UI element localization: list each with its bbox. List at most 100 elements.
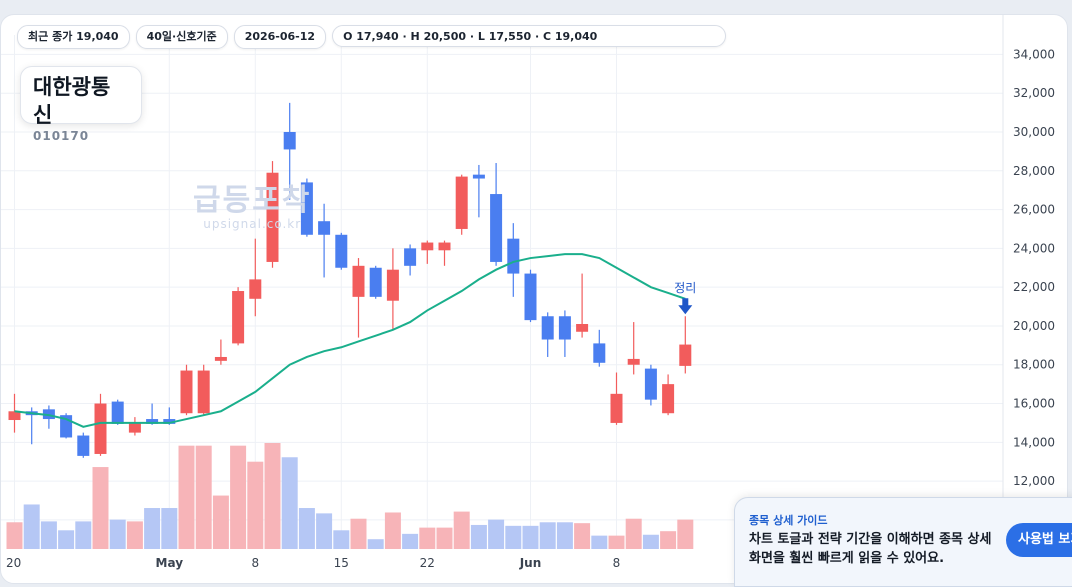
volume-bar	[298, 508, 315, 549]
guide-button[interactable]: 사용법 보기	[1006, 523, 1072, 557]
volume-bar	[144, 508, 161, 549]
candle	[558, 310, 571, 357]
y-tick-label: 20,000	[1013, 319, 1055, 333]
candle-body	[679, 344, 692, 366]
candle	[128, 417, 141, 436]
candle	[610, 372, 623, 425]
candle	[111, 399, 124, 425]
candle	[300, 178, 313, 237]
y-tick-label: 32,000	[1013, 86, 1055, 100]
candle-body	[180, 370, 193, 414]
last-close-pill: 최근 종가 19,040	[17, 25, 130, 49]
candle	[576, 273, 589, 338]
candle-body	[8, 411, 21, 421]
volume-bar	[350, 518, 367, 549]
candle	[472, 164, 485, 218]
volume-bar	[333, 530, 350, 549]
candle-body	[610, 393, 623, 423]
guide-panel: 종목 상세 가이드 차트 토글과 전략 기간을 이해하면 종목 상세 화면을 훨…	[734, 497, 1072, 587]
candle-body	[576, 324, 589, 332]
candle	[283, 102, 296, 200]
volume-bar	[384, 512, 401, 549]
volume-bar	[539, 522, 556, 549]
volume-bar	[247, 461, 264, 549]
summary-bar: 최근 종가 19,040 40일·신호기준 2026-06-12 O 17,94…	[17, 25, 727, 49]
candle-body	[541, 316, 554, 340]
y-axis: 10,00012,00014,00016,00018,00020,00022,0…	[1002, 15, 1055, 583]
volume-bar	[264, 443, 281, 549]
volume-bar	[92, 467, 109, 549]
candle-body	[490, 194, 503, 262]
x-axis: 20 May 8 15 22 Jun 8	[6, 556, 620, 570]
candle-body	[335, 234, 348, 268]
volume-bar	[58, 530, 75, 549]
signal-arrow-icon	[678, 305, 693, 315]
candle	[404, 244, 417, 276]
candle	[627, 322, 640, 375]
candle	[455, 174, 468, 235]
y-tick-label: 26,000	[1013, 203, 1055, 217]
moving-average-line	[14, 253, 686, 428]
volume-bar	[75, 521, 92, 549]
candle-body	[472, 174, 485, 179]
candle-body	[128, 422, 141, 433]
candle	[180, 364, 193, 416]
y-tick-label: 30,000	[1013, 125, 1055, 139]
y-tick-label: 28,000	[1013, 164, 1055, 178]
volume-bar	[161, 508, 178, 549]
candle	[8, 393, 21, 433]
x-tick-label: 8	[251, 556, 259, 570]
candle	[318, 203, 331, 278]
candle	[266, 161, 279, 268]
volume-bar	[178, 445, 195, 549]
candle-body	[627, 358, 640, 365]
y-tick-label: 24,000	[1013, 241, 1055, 255]
candle-body	[558, 316, 571, 340]
candle-body	[146, 419, 159, 424]
guide-title: 종목 상세 가이드	[749, 514, 828, 527]
signal-label: 정리	[674, 281, 696, 295]
candle-body	[283, 131, 296, 150]
volume-bar	[419, 527, 436, 549]
period-pill[interactable]: 40일·신호기준	[135, 25, 228, 49]
x-tick-label: May	[156, 556, 184, 570]
volume-bars	[6, 443, 694, 549]
candle-body	[352, 265, 365, 297]
x-tick-label: Jun	[519, 556, 542, 570]
candle-body	[386, 269, 399, 301]
candle	[352, 258, 365, 338]
candle	[507, 223, 520, 297]
candle	[369, 265, 382, 299]
chart-card: 정리 10,00012,00014,00016,00018,00020,0002…	[0, 14, 1068, 584]
volume-bar	[402, 533, 419, 549]
candle-body	[644, 368, 657, 400]
volume-bar	[677, 519, 694, 549]
volume-bar	[642, 534, 659, 549]
stock-name: 대한광통신	[33, 75, 111, 127]
y-tick-label: 16,000	[1013, 397, 1055, 411]
y-tick-label: 34,000	[1013, 47, 1055, 61]
candle-body	[232, 291, 245, 344]
volume-bar	[367, 539, 384, 549]
x-tick-label: 22	[420, 556, 435, 570]
candle	[94, 393, 107, 456]
y-tick-label: 12,000	[1013, 474, 1055, 488]
volume-bar	[625, 518, 642, 549]
volume-bar	[522, 525, 539, 549]
candle	[249, 238, 262, 317]
grid-lines	[1, 35, 1003, 549]
candle	[77, 432, 90, 458]
stock-code: 010170	[33, 129, 90, 143]
signal-marker-group: 정리	[674, 281, 696, 315]
candle-body	[197, 370, 210, 414]
candle-body	[455, 176, 468, 229]
volume-bar	[40, 521, 57, 549]
candle-body	[369, 267, 382, 297]
volume-bar	[505, 525, 522, 549]
candle	[335, 232, 348, 270]
x-tick-label: 15	[334, 556, 349, 570]
volume-bar	[281, 457, 298, 549]
candle-body	[77, 435, 90, 456]
candle-body	[163, 419, 176, 424]
candle-body	[507, 238, 520, 274]
